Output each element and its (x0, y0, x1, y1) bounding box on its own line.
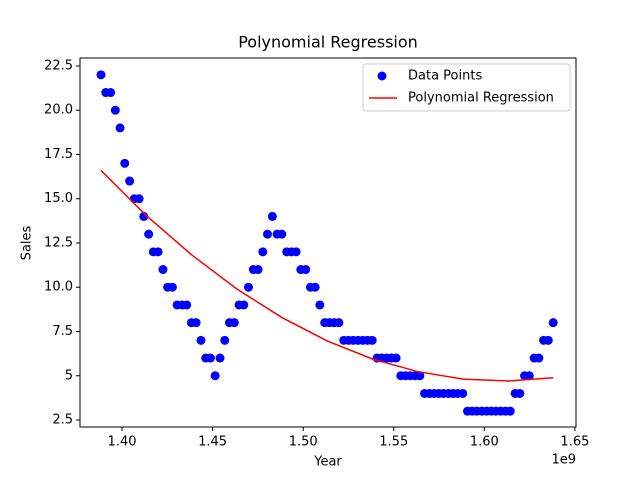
data-point (125, 176, 135, 186)
legend-label: Data Points (408, 69, 482, 84)
y-tick-label: 17.5 (44, 147, 73, 162)
data-point (239, 300, 249, 310)
y-tick-label: 2.5 (52, 413, 73, 428)
data-point (253, 265, 263, 275)
y-tick-label: 20.0 (44, 103, 73, 118)
chart-title: Polynomial Regression (238, 33, 418, 52)
data-point (315, 300, 325, 310)
data-point (262, 229, 272, 239)
legend-label: Polynomial Regression (408, 91, 554, 106)
x-axis-label: Year (313, 455, 342, 470)
data-point (548, 318, 558, 328)
x-offset-label: 1e9 (551, 453, 576, 468)
data-point (144, 229, 154, 239)
data-point (215, 353, 225, 363)
data-point (334, 318, 344, 328)
x-tick-label: 1.60 (470, 435, 499, 450)
data-point (158, 265, 168, 275)
y-tick-label: 12.5 (44, 235, 73, 250)
data-point (258, 247, 268, 257)
data-point (310, 282, 320, 292)
y-tick-label: 15.0 (44, 191, 73, 206)
data-point (367, 335, 377, 345)
data-point (301, 265, 311, 275)
data-point (153, 247, 163, 257)
data-point (515, 388, 525, 398)
x-tick-label: 1.50 (289, 435, 318, 450)
x-tick-label: 1.40 (108, 435, 137, 450)
data-point (534, 353, 544, 363)
data-point (96, 70, 106, 80)
data-point (524, 371, 534, 381)
legend-box (362, 63, 571, 112)
y-tick-label: 10.0 (44, 280, 73, 295)
data-point (458, 388, 468, 398)
data-point (182, 300, 192, 310)
y-axis-label: Sales (20, 225, 35, 260)
y-tick-label: 5 (65, 368, 73, 383)
data-point (210, 371, 220, 381)
y-tick-label: 7.5 (52, 324, 73, 339)
regression-line (100, 169, 554, 382)
data-point (291, 247, 301, 257)
data-point (505, 406, 515, 416)
x-tick-label: 1.65 (560, 435, 589, 450)
legend-marker (377, 71, 387, 81)
data-point (120, 158, 130, 168)
data-point (391, 353, 401, 363)
data-point (543, 335, 553, 345)
data-point (220, 335, 230, 345)
data-point (139, 211, 149, 221)
data-point (267, 211, 277, 221)
data-point (415, 371, 425, 381)
data-point (243, 282, 253, 292)
data-point (134, 194, 144, 204)
data-point (110, 105, 120, 115)
x-tick-label: 1.45 (198, 435, 227, 450)
data-point (106, 88, 116, 98)
x-tick-label: 1.55 (379, 435, 408, 450)
data-point (205, 353, 215, 363)
data-point (277, 229, 287, 239)
data-point (191, 318, 201, 328)
data-point (167, 282, 177, 292)
data-point (196, 335, 206, 345)
axes-frame (79, 57, 577, 428)
y-tick-label: 22.5 (44, 58, 73, 73)
data-point (229, 318, 239, 328)
data-point (115, 123, 125, 133)
